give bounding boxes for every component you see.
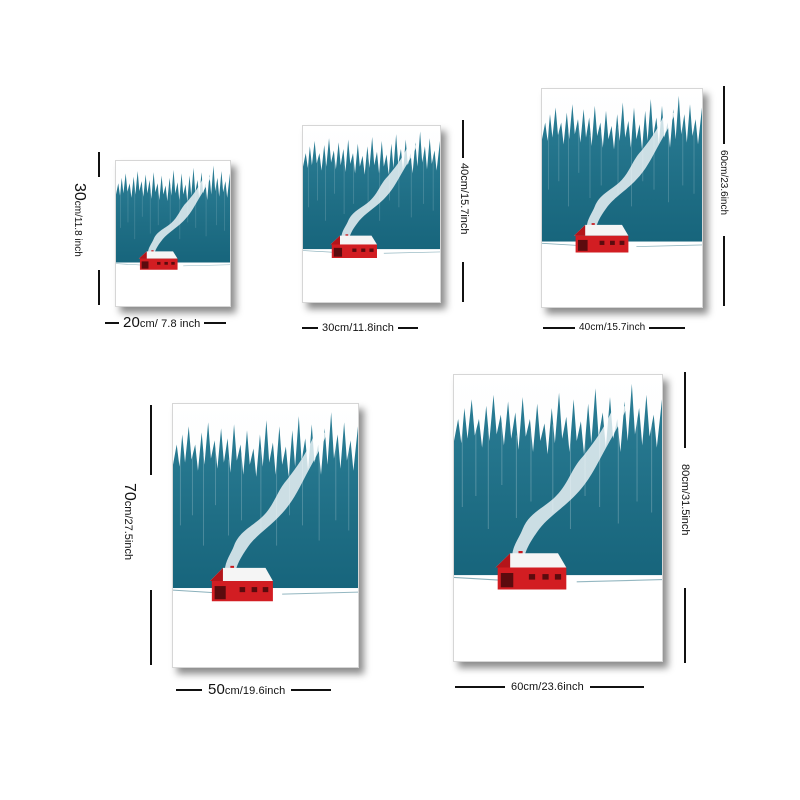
width-dimension-60x80: 60cm/23.6inch [455, 681, 644, 693]
width-line-left [455, 686, 505, 688]
height-line-bottom [150, 590, 152, 665]
width-dimension-30x40: 30cm/11.8inch [302, 322, 419, 334]
height-label: 80cm/31.5inch [679, 464, 691, 536]
winter-cabin-artwork [454, 375, 662, 661]
winter-cabin-artwork [542, 89, 702, 307]
height-line-bottom [462, 262, 464, 302]
winter-cabin-artwork [303, 126, 440, 302]
poster-20x30 [115, 160, 231, 307]
height-line-bottom [98, 270, 100, 305]
width-line-left [302, 327, 318, 329]
height-line-top [150, 405, 152, 475]
height-label: 40cm/15.7inch [458, 163, 470, 235]
height-label: 60cm/23.6inch [718, 150, 729, 216]
poster-60x80 [453, 374, 663, 662]
poster-30x40 [302, 125, 441, 303]
width-line-right [204, 321, 227, 324]
poster-40x60 [541, 88, 703, 308]
height-line-top [98, 152, 100, 177]
width-label: 30cm/11.8inch [322, 322, 395, 334]
height-line-bottom [684, 588, 686, 663]
width-label: 60cm/23.6inch [511, 681, 584, 693]
width-label: 50cm/19.6inch [208, 681, 286, 698]
width-line-right [398, 327, 419, 329]
poster-50x70 [172, 403, 359, 668]
width-line-left [543, 326, 575, 329]
height-label: 70cm/27.5inch [121, 483, 138, 561]
winter-cabin-artwork [173, 404, 358, 667]
height-label: 30cm/11.8 inch [71, 183, 88, 257]
width-line-right [649, 326, 686, 329]
height-line-top [684, 372, 686, 448]
width-line-right [589, 686, 644, 688]
width-line-right [291, 688, 332, 691]
winter-cabin-artwork [116, 161, 230, 306]
width-dimension-40x60: 40cm/15.7inch [543, 322, 686, 333]
width-dimension-20x30: 20cm/ 7.8 inch [105, 314, 227, 331]
width-line-left [105, 321, 119, 324]
width-dimension-50x70: 50cm/19.6inch [176, 681, 332, 698]
width-label: 40cm/15.7inch [579, 322, 646, 333]
height-line-bottom [723, 236, 725, 306]
height-line-top [723, 86, 725, 144]
width-line-left [176, 688, 202, 691]
height-line-top [462, 120, 464, 158]
width-label: 20cm/ 7.8 inch [123, 314, 201, 331]
